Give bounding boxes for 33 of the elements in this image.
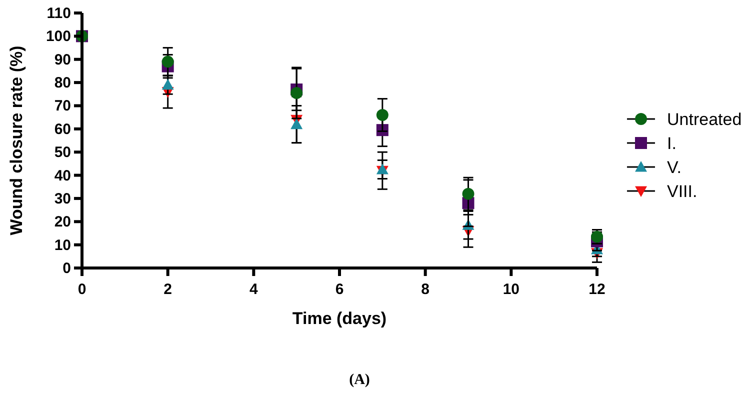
point xyxy=(290,86,303,99)
point xyxy=(462,188,474,200)
x-tick-label: 6 xyxy=(335,281,344,298)
legend-label: VIII. xyxy=(667,182,698,201)
point xyxy=(162,56,174,68)
legend-label: V. xyxy=(667,158,682,177)
x-tick-label: 10 xyxy=(502,281,520,298)
x-tick-label: 2 xyxy=(164,281,172,298)
x-axis-title: Time (days) xyxy=(292,309,387,328)
y-tick-label: 0 xyxy=(62,260,71,277)
x-tick-label: 12 xyxy=(588,281,606,298)
point xyxy=(376,163,388,174)
y-tick-label: 30 xyxy=(54,190,71,208)
y-axis-title: Wound closure rate (%) xyxy=(7,46,26,236)
y-tick-label: 90 xyxy=(54,51,71,68)
y-tick-label: 80 xyxy=(54,74,71,92)
legend-label: Untreated xyxy=(667,110,742,129)
y-tick-label: 110 xyxy=(46,5,71,22)
y-tick-label: 10 xyxy=(54,236,71,254)
point xyxy=(290,118,303,130)
legend-label: I. xyxy=(667,134,676,153)
y-tick-label: 60 xyxy=(54,120,71,138)
y-tick-label: 70 xyxy=(54,98,71,115)
point xyxy=(162,78,174,90)
x-tick-label: 8 xyxy=(421,281,430,298)
y-tick-label: 100 xyxy=(46,28,71,46)
text: (A) xyxy=(349,372,370,388)
point xyxy=(376,109,388,121)
x-tick-label: 0 xyxy=(78,281,86,298)
y-tick-label: 50 xyxy=(54,144,71,162)
y-tick-label: 20 xyxy=(54,214,71,231)
x-tick-label: 4 xyxy=(249,281,258,298)
y-tick-label: 40 xyxy=(54,167,71,184)
